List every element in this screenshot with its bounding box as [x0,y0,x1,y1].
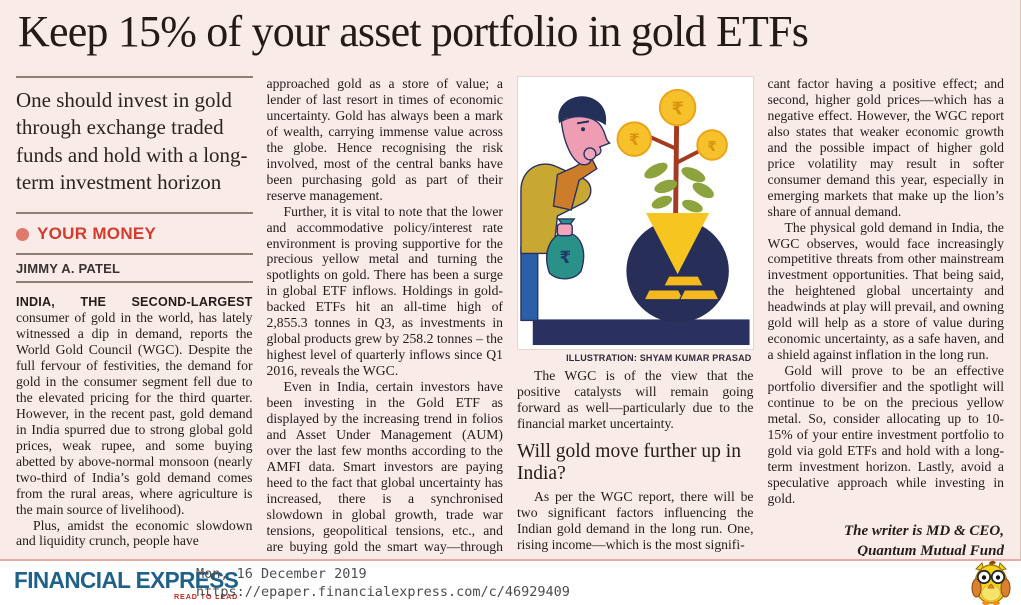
article-paragraph: INDIA, THE SECOND-LARGEST consumer of go… [16,294,253,517]
attribution-line: Quantum Mutual Fund [857,542,1004,556]
floor [532,319,750,346]
hair [558,96,607,126]
svg-text:₹: ₹ [559,247,571,267]
article-paragraph: The WGC is of the view that the positive… [517,368,754,431]
section-label: YOUR MONEY [37,224,157,244]
subhead: Will gold move further up in India? [517,440,741,484]
column-3: ₹ ₹ ₹ [517,76,754,556]
epaper-footer: FINANCIAL EXPRESS READ TO LEAD Mon, 16 D… [0,560,1021,605]
body-text: INDIA, THE SECOND-LARGEST consumer of go… [16,294,253,549]
column-2: approached gold as a store of value; a l… [267,76,504,556]
svg-text:₹: ₹ [707,139,717,155]
writer-attribution: The writer is MD & CEO, Quantum Mutual F… [768,521,1004,556]
body-text: cant factor having a positive effect; an… [768,76,1005,507]
article-paragraph: Further, it is vital to note that the lo… [266,203,504,379]
clipping-date: Mon, 16 December 2019 [196,566,367,582]
funnel [646,213,710,275]
article-columns: One should invest in gold through exchan… [16,76,1004,556]
article-paragraph: As per the WGC report, there will be two… [517,489,754,553]
leaves [644,162,714,213]
svg-text:₹: ₹ [671,99,683,119]
section-bullet-icon [16,227,29,241]
arm [552,155,598,211]
article-paragraph: Plus, amidst the economic slowdown and l… [16,517,253,549]
financial-express-logo: FINANCIAL EXPRESS READ TO LEAD [14,567,239,602]
standfirst: One should invest in gold through exchan… [16,88,248,194]
coin [658,88,697,127]
column-4: cant factor having a positive effect; an… [768,76,1005,556]
logo-tagline: READ TO LEAD [173,592,239,602]
article-paragraph: Even in India, certain investors have be… [266,379,504,556]
article-headline: Keep 15% of your asset portfolio in gold… [18,7,809,56]
divider [16,212,253,215]
owl-mascot-icon [971,560,1011,605]
logo-text: FINANCIAL EXPRESS [14,567,239,593]
coin [696,129,728,161]
section-header: YOUR MONEY [16,214,253,253]
article-paragraph: Gold will prove to be an effective portf… [767,363,1005,506]
illustration-panel: ₹ ₹ ₹ [517,76,754,350]
article-paragraph: cant factor having a positive effect; an… [767,76,1005,219]
body-text: The WGC is of the view that the positive… [517,368,754,432]
face [560,115,611,166]
lead-in: INDIA, THE SECOND-LARGEST [16,295,253,310]
divider [16,281,253,284]
column-1: One should invest in gold through exchan… [16,76,253,556]
gold-bars [643,275,720,301]
coin [616,121,652,157]
newspaper-clipping: Keep 15% of your asset portfolio in gold… [0,0,1021,561]
money-plant-illustration: ₹ ₹ ₹ [518,78,753,348]
leg [520,246,539,322]
divider [16,253,253,256]
body-text: As per the WGC report, there will be two… [517,489,754,553]
paragraph-text: consumer of gold in the world, has latel… [16,310,253,517]
divider [16,76,253,78]
illustration-caption: ILLUSTRATION: SHYAM KUMAR PRASAD [566,353,752,363]
clipping-url[interactable]: https://epaper.financialexpress.com/c/46… [196,583,570,600]
hand-on-bag [556,223,573,237]
byline: JIMMY A. PATEL [16,261,121,277]
body-text: approached gold as a store of value; a l… [267,76,504,556]
rupee-coins: ₹ ₹ ₹ [616,88,728,161]
svg-text:₹: ₹ [629,130,640,149]
money-plant: ₹ ₹ ₹ [616,88,728,214]
hand-at-chin [583,147,597,161]
money-bag: ₹ [546,218,585,280]
article-paragraph: The physical gold demand in India, the W… [767,219,1005,363]
article-paragraph: approached gold as a store of value; a l… [266,76,504,203]
attribution-line: The writer is MD & CEO, [843,522,1004,539]
clipping-meta: Mon, 16 December 2019 https://epaper.fin… [196,566,570,602]
man-figure: ₹ [520,96,611,322]
